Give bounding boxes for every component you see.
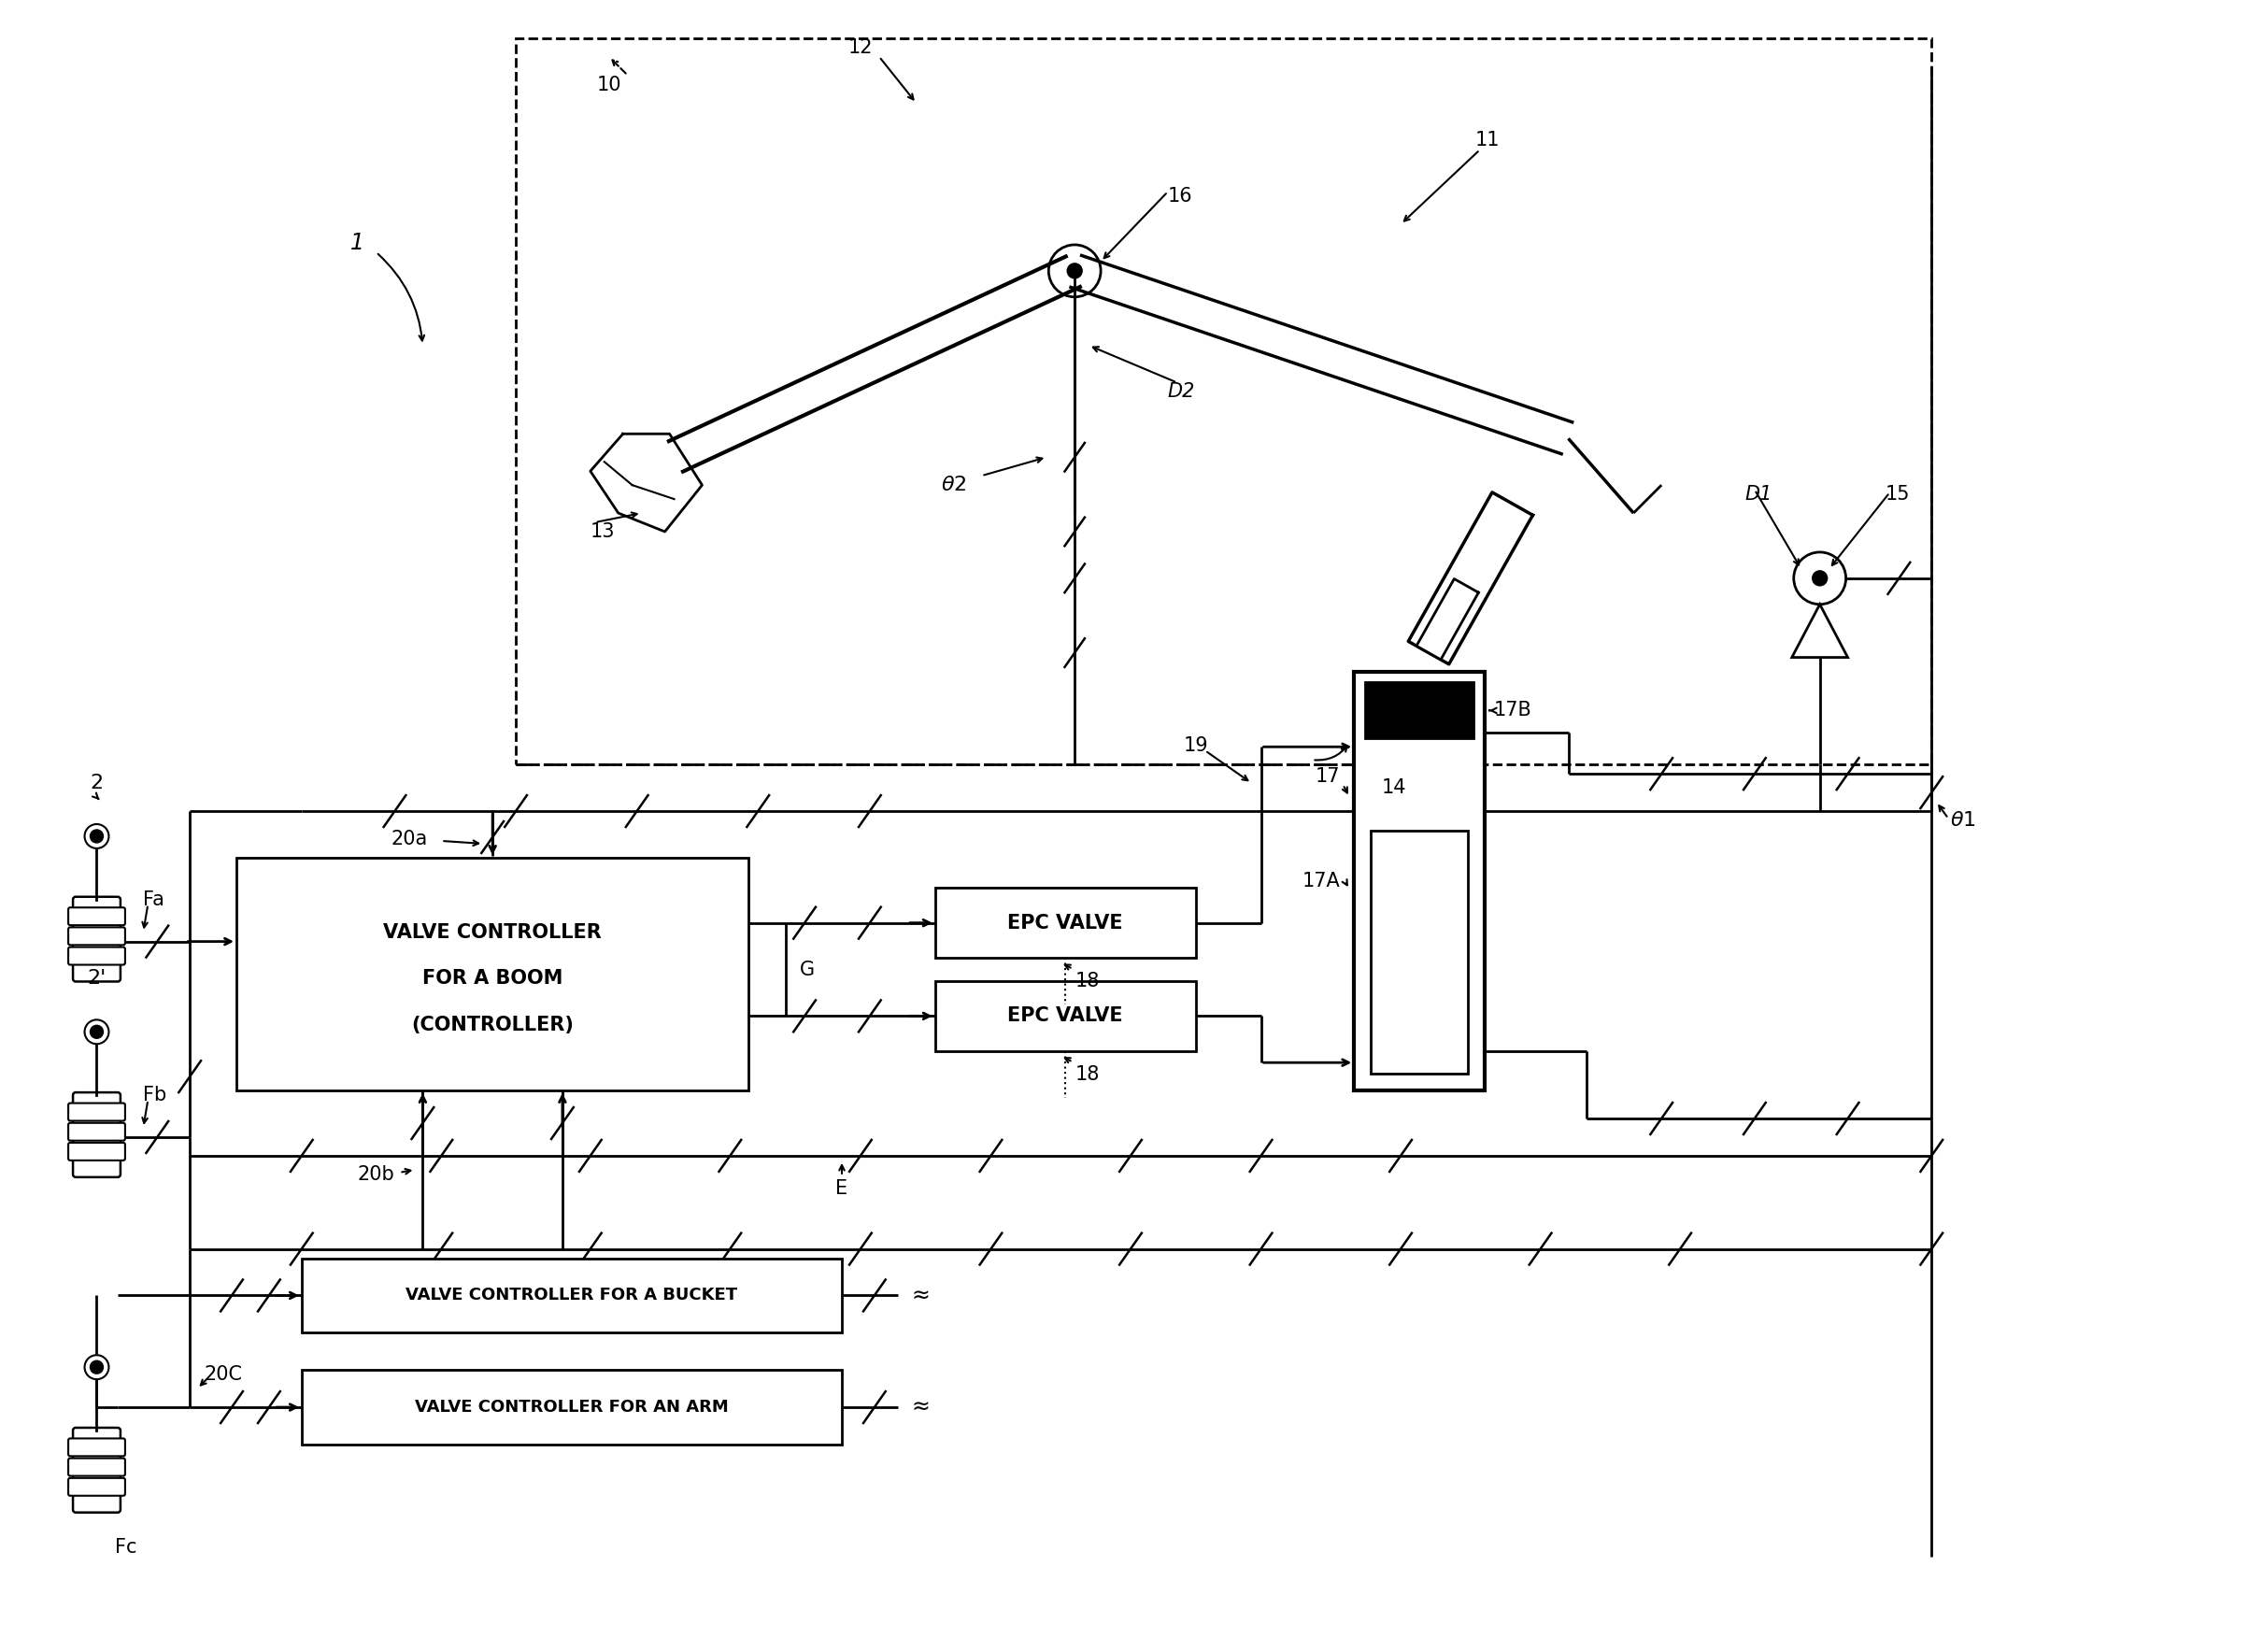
Text: $\theta$2: $\theta$2 (941, 476, 966, 494)
Text: E: E (835, 1180, 849, 1198)
Text: $\theta$1: $\theta$1 (1951, 811, 1976, 829)
Text: 20C: 20C (204, 1365, 242, 1384)
Text: VALVE CONTROLLER: VALVE CONTROLLER (382, 923, 602, 942)
Text: 12: 12 (849, 38, 874, 56)
FancyBboxPatch shape (68, 1104, 124, 1120)
FancyBboxPatch shape (68, 1439, 124, 1455)
Text: 17: 17 (1315, 767, 1340, 785)
Text: D2: D2 (1168, 383, 1195, 401)
Text: 18: 18 (1075, 971, 1100, 991)
Text: VALVE CONTROLLER FOR AN ARM: VALVE CONTROLLER FOR AN ARM (414, 1399, 729, 1416)
Bar (1371, 831, 1469, 1074)
Text: EPC VALVE: EPC VALVE (1007, 914, 1122, 932)
Text: VALVE CONTROLLER FOR A BUCKET: VALVE CONTROLLER FOR A BUCKET (405, 1287, 738, 1303)
Text: EPC VALVE: EPC VALVE (1007, 1006, 1122, 1026)
Text: Fb: Fb (143, 1085, 167, 1105)
Circle shape (91, 1026, 104, 1039)
Bar (1353, 671, 1485, 1090)
Text: Fc: Fc (115, 1538, 138, 1556)
FancyBboxPatch shape (68, 1143, 124, 1160)
Circle shape (84, 1355, 109, 1379)
Text: ≈: ≈ (912, 1396, 930, 1419)
FancyBboxPatch shape (68, 947, 124, 965)
Polygon shape (1408, 492, 1532, 664)
FancyBboxPatch shape (68, 1479, 124, 1495)
Text: Fa: Fa (143, 890, 165, 909)
Bar (301, 1259, 842, 1333)
FancyBboxPatch shape (72, 897, 120, 981)
FancyBboxPatch shape (68, 1459, 124, 1475)
Text: 16: 16 (1168, 187, 1193, 206)
FancyBboxPatch shape (68, 927, 124, 945)
FancyBboxPatch shape (68, 907, 124, 925)
Bar (1365, 682, 1473, 738)
Text: G: G (799, 960, 815, 978)
FancyBboxPatch shape (72, 1092, 120, 1178)
Text: 1: 1 (351, 231, 364, 254)
Circle shape (1813, 572, 1826, 586)
Bar (301, 1370, 842, 1444)
Text: 14: 14 (1383, 778, 1408, 798)
Text: 20b: 20b (358, 1165, 394, 1184)
Circle shape (84, 1019, 109, 1044)
Text: 2: 2 (91, 773, 104, 793)
Text: 2': 2' (88, 970, 106, 988)
Text: D1: D1 (1745, 486, 1772, 504)
Text: 17B: 17B (1494, 700, 1532, 720)
Circle shape (91, 1361, 104, 1374)
Text: FOR A BOOM: FOR A BOOM (423, 970, 563, 988)
Text: 10: 10 (597, 76, 622, 94)
FancyBboxPatch shape (72, 1427, 120, 1513)
FancyBboxPatch shape (68, 1123, 124, 1140)
Text: 19: 19 (1184, 737, 1208, 755)
Bar (935, 887, 1195, 958)
Text: 11: 11 (1475, 131, 1500, 150)
Text: 20a: 20a (391, 829, 428, 849)
Bar (516, 38, 1933, 765)
Circle shape (91, 829, 104, 843)
Circle shape (1068, 263, 1082, 278)
Bar (235, 857, 749, 1090)
Text: (CONTROLLER): (CONTROLLER) (412, 1016, 575, 1034)
Circle shape (84, 824, 109, 849)
Text: 18: 18 (1075, 1066, 1100, 1084)
Polygon shape (1417, 578, 1478, 659)
Bar (935, 981, 1195, 1051)
Text: 13: 13 (591, 522, 616, 540)
Text: 17A: 17A (1301, 872, 1340, 890)
Text: 15: 15 (1885, 486, 1910, 504)
Text: ≈: ≈ (912, 1284, 930, 1307)
